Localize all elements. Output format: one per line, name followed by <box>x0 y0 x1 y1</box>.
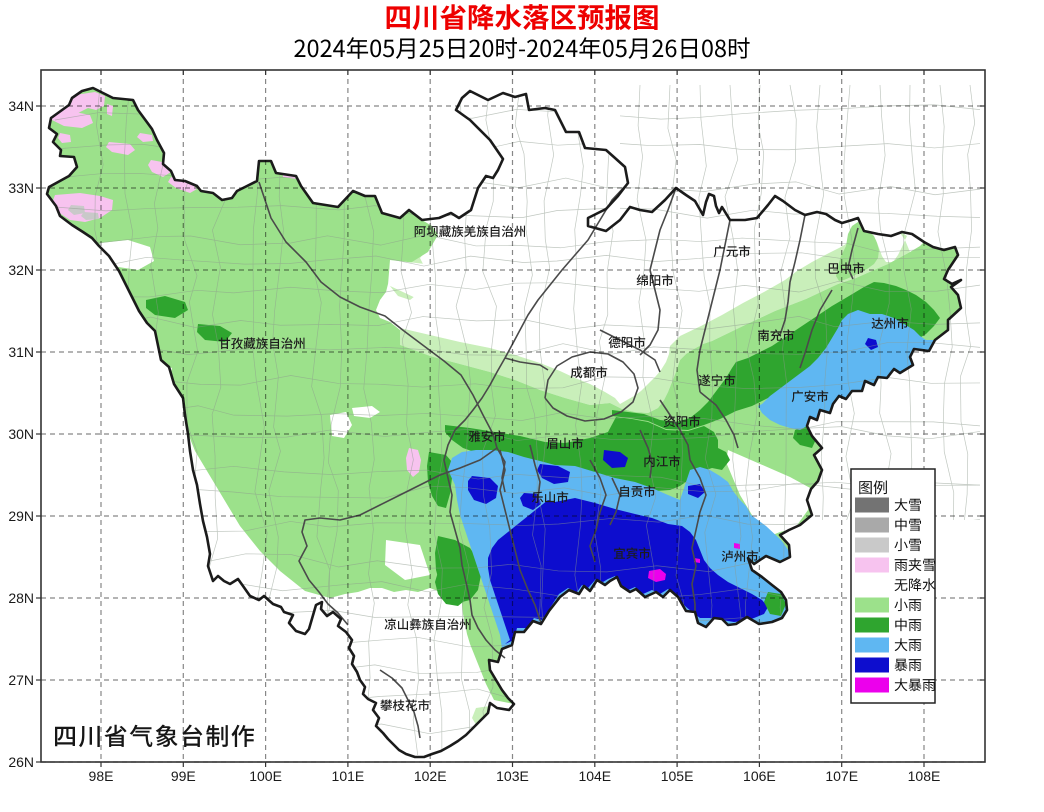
svg-text:108E: 108E <box>908 768 941 784</box>
svg-text:30N: 30N <box>8 426 34 442</box>
svg-text:104E: 104E <box>578 768 611 784</box>
svg-text:105E: 105E <box>661 768 694 784</box>
svg-text:31N: 31N <box>8 344 34 360</box>
svg-text:106E: 106E <box>743 768 776 784</box>
svg-text:100E: 100E <box>249 768 282 784</box>
svg-text:33N: 33N <box>8 180 34 196</box>
svg-text:34N: 34N <box>8 98 34 114</box>
svg-text:107E: 107E <box>825 768 858 784</box>
svg-text:26N: 26N <box>8 754 34 770</box>
svg-text:32N: 32N <box>8 262 34 278</box>
svg-text:98E: 98E <box>89 768 114 784</box>
svg-text:27N: 27N <box>8 672 34 688</box>
svg-text:101E: 101E <box>332 768 365 784</box>
svg-text:102E: 102E <box>414 768 447 784</box>
svg-text:103E: 103E <box>496 768 529 784</box>
svg-text:29N: 29N <box>8 508 34 524</box>
svg-text:28N: 28N <box>8 590 34 606</box>
svg-text:99E: 99E <box>171 768 196 784</box>
